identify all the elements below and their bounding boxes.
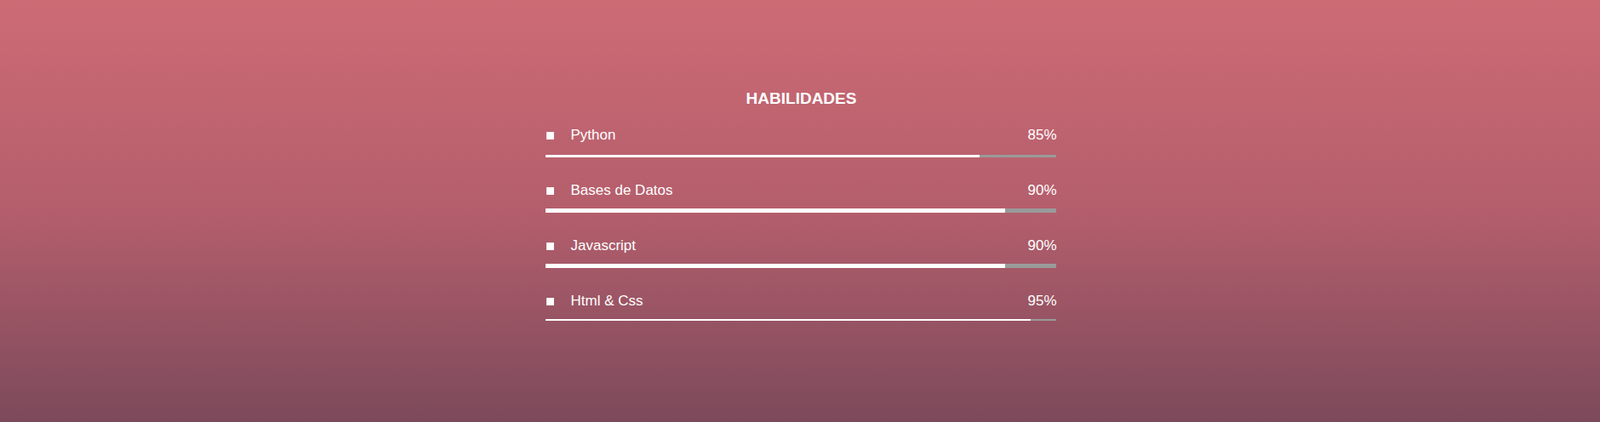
svg-text:HABILIDADES: HABILIDADES xyxy=(746,89,858,108)
svg-text:90%: 90% xyxy=(1027,182,1057,199)
svg-text:90%: 90% xyxy=(1027,237,1057,254)
svg-text:95%: 95% xyxy=(1027,292,1057,309)
svg-text:Bases de Datos: Bases de Datos xyxy=(571,182,674,199)
svg-text:Python: Python xyxy=(571,126,617,143)
svg-text:85%: 85% xyxy=(1027,126,1057,143)
svg-text:Javascript: Javascript xyxy=(571,237,637,254)
svg-text:Html & Css: Html & Css xyxy=(571,292,644,309)
